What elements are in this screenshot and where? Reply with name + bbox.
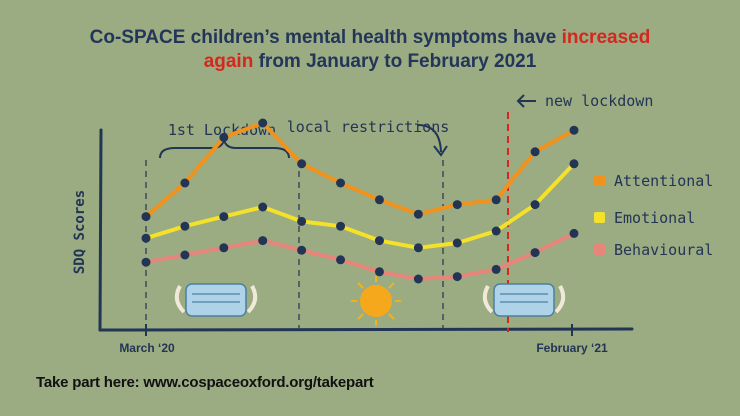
first-lockdown-label: 1st Lockdown — [168, 121, 276, 139]
data-point-emotional-9 — [491, 226, 501, 236]
data-point-attentional-10 — [530, 147, 540, 157]
data-point-behavioural-0 — [141, 257, 151, 267]
new-lockdown-arrow — [516, 94, 536, 108]
first-lockdown-brace — [159, 139, 290, 159]
face-mask-icon — [174, 283, 258, 317]
y-axis-label: SDQ Scores — [72, 190, 88, 274]
period-lines — [145, 160, 444, 328]
title-highlight-again: again — [203, 51, 254, 72]
x-tick-label-march: March ‘20 — [119, 341, 175, 355]
data-point-attentional-2 — [219, 132, 229, 142]
data-point-emotional-6 — [374, 236, 384, 246]
legend-label-behavioural: Behavioural — [614, 241, 713, 259]
data-point-attentional-0 — [141, 212, 151, 222]
data-point-behavioural-1 — [180, 250, 190, 260]
title-line-2: again from January to February 2021 — [0, 50, 740, 74]
new-lockdown-label: new lockdown — [545, 92, 653, 110]
series-line-emotional — [144, 161, 576, 250]
y-axis — [98, 128, 103, 332]
data-point-behavioural-8 — [452, 272, 462, 282]
title-highlight-increased: increased — [561, 27, 651, 48]
data-point-attentional-11 — [569, 125, 579, 135]
title-text-1: Co-SPACE children’s mental health sympto… — [89, 27, 562, 48]
data-point-behavioural-4 — [297, 245, 307, 255]
data-point-behavioural-7 — [413, 274, 423, 284]
series-layer — [141, 118, 579, 284]
legend-label-attentional: Attentional — [614, 172, 713, 190]
data-point-attentional-7 — [413, 209, 423, 219]
data-point-emotional-5 — [336, 221, 346, 231]
legend-swatch-attentional — [594, 175, 605, 186]
data-point-emotional-1 — [180, 221, 190, 231]
local-restrictions-label: local restrictions — [287, 118, 450, 136]
data-point-behavioural-10 — [530, 248, 540, 258]
title-line-1: Co-SPACE children’s mental health sympto… — [0, 26, 740, 50]
legend-item-emotional: Emotional — [594, 209, 695, 227]
data-point-behavioural-2 — [219, 243, 229, 253]
local-restrictions-arrowhead — [433, 145, 448, 157]
data-point-behavioural-3 — [258, 236, 268, 246]
data-point-behavioural-11 — [569, 228, 579, 238]
x-tick-label-february: February ‘21 — [536, 341, 608, 355]
data-point-attentional-3 — [258, 118, 268, 128]
data-point-behavioural-5 — [336, 255, 346, 265]
data-point-attentional-8 — [452, 200, 462, 210]
data-point-attentional-9 — [491, 195, 501, 205]
footer-link-text: Take part here: www.cospaceoxford.org/ta… — [36, 374, 374, 391]
data-point-emotional-11 — [569, 159, 579, 169]
series-line-behavioural — [144, 231, 576, 281]
chart-title: Co-SPACE children’s mental health sympto… — [0, 26, 740, 74]
data-point-attentional-1 — [180, 178, 190, 188]
series-line-attentional — [144, 121, 576, 219]
data-point-attentional-4 — [297, 159, 307, 169]
legend-swatch-emotional — [594, 212, 605, 223]
x-axis — [98, 327, 634, 332]
data-point-attentional-6 — [374, 195, 384, 205]
data-point-emotional-2 — [219, 212, 229, 222]
title-text-2: from January to February 2021 — [253, 51, 537, 72]
sun-icon — [351, 276, 401, 326]
data-point-behavioural-6 — [374, 267, 384, 277]
face-mask-icon-2 — [482, 283, 566, 317]
legend-label-emotional: Emotional — [614, 209, 695, 227]
legend-swatch-behavioural — [594, 244, 605, 255]
legend: Attentional Emotional Behavioural — [594, 172, 713, 259]
local-restrictions-arrow — [417, 124, 442, 153]
data-point-emotional-8 — [452, 238, 462, 248]
local-restrictions-text: local restrictions — [287, 118, 450, 136]
data-point-emotional-10 — [530, 200, 540, 210]
legend-item-attentional: Attentional — [594, 172, 713, 190]
data-point-behavioural-9 — [491, 264, 501, 274]
data-point-attentional-5 — [336, 178, 346, 188]
data-point-emotional-7 — [413, 243, 423, 253]
data-point-emotional-3 — [258, 202, 268, 212]
data-point-emotional-4 — [297, 216, 307, 226]
data-point-emotional-0 — [141, 233, 151, 243]
legend-item-behavioural: Behavioural — [594, 241, 713, 259]
